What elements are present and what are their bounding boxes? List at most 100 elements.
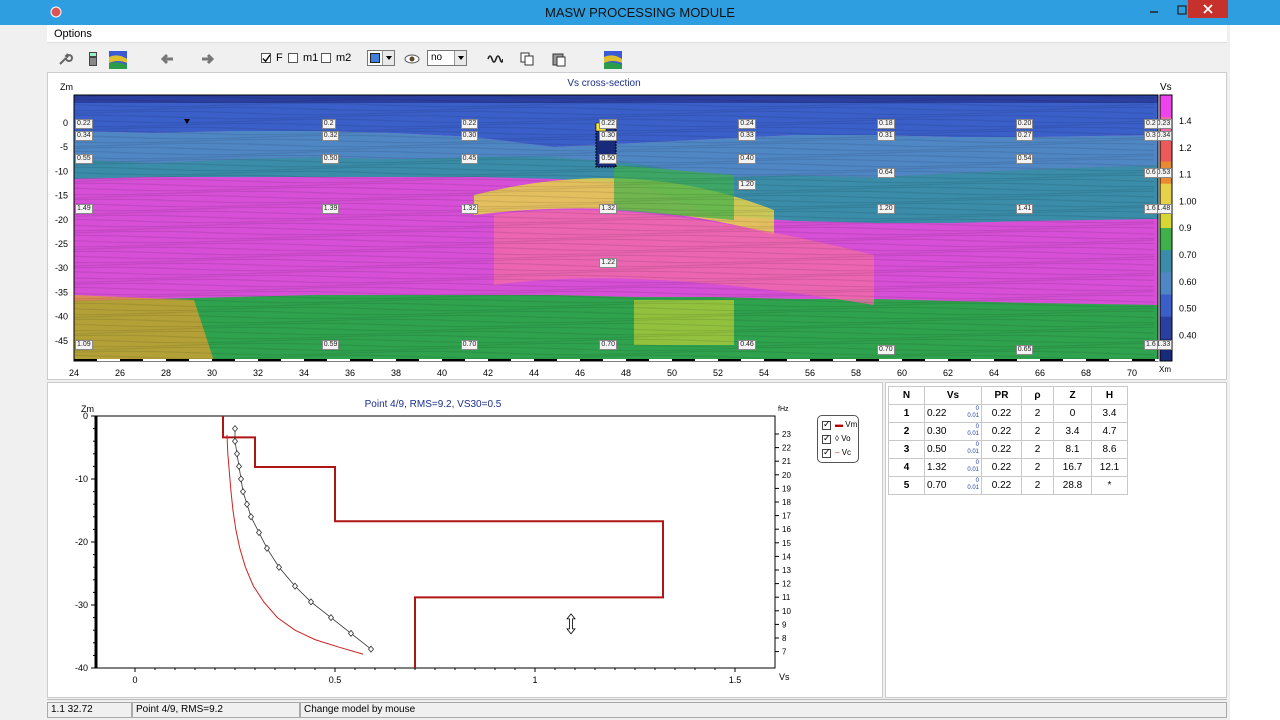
profile-freq-tick: 7 — [782, 648, 787, 657]
profile-title: Point 4/9, RMS=9.2, VS30=0.5 — [365, 399, 502, 410]
x-tick-label: 68 — [1081, 368, 1091, 378]
cell-z[interactable]: 8.1 — [1053, 440, 1092, 459]
cell-vs[interactable]: 0.30 0 0.01 — [924, 422, 982, 441]
series-vo-point — [237, 475, 245, 483]
view-select[interactable]: no — [427, 50, 467, 66]
cell-vs-error: 0 0.01 — [967, 406, 979, 419]
arrow-left-icon[interactable] — [160, 51, 176, 67]
cell-rho[interactable]: 2 — [1021, 458, 1054, 477]
x-tick-label: 24 — [69, 368, 79, 378]
maximize-button[interactable] — [1168, 0, 1196, 22]
x-tick-label: 32 — [253, 368, 263, 378]
cross-section-value-label: 0.30 — [460, 131, 479, 141]
cell-n: 2 — [888, 422, 925, 441]
checkbox-m2[interactable] — [321, 53, 331, 63]
wrench-icon[interactable] — [57, 51, 73, 67]
cell-pr[interactable]: 0.22 — [981, 476, 1022, 495]
cross-section-value-label: 1.20 — [877, 204, 895, 214]
cell-vs[interactable]: 0.70 0 0.01 — [924, 476, 982, 495]
calculator-icon[interactable] — [85, 51, 101, 67]
cell-rho[interactable]: 2 — [1021, 476, 1054, 495]
cell-z[interactable]: 16.7 — [1053, 458, 1092, 477]
cross-section-plot[interactable]: Vs cross-section Zm Vs Xm 0 -5 -10 -15 -20 -2… — [48, 73, 1226, 379]
checkbox-m1[interactable] — [288, 53, 298, 63]
x-tick-label: 26 — [115, 368, 125, 378]
table-row[interactable]: 2 0.30 0 0.01 0.22 2 3.4 4.7 — [888, 422, 1128, 441]
cross-section-value-label: 0.2 — [321, 119, 336, 129]
section-map-icon[interactable] — [109, 51, 127, 69]
cross-section-value-label: 0.22 — [599, 119, 618, 129]
cell-vs[interactable]: 1.32 0 0.01 — [924, 458, 982, 477]
profile-x-tick: 0 — [132, 675, 137, 685]
x-tick-label: 42 — [483, 368, 493, 378]
cell-pr[interactable]: 0.22 — [981, 404, 1022, 423]
series-vo-point — [291, 582, 299, 590]
cell-n: 5 — [888, 476, 925, 495]
legend-checkbox-vm[interactable] — [822, 419, 831, 430]
cell-h[interactable]: 12.1 — [1091, 458, 1128, 477]
table-row[interactable]: 1 0.22 0 0.01 0.22 2 0 3.4 — [888, 404, 1128, 423]
legend-checkbox-vo[interactable] — [822, 433, 831, 444]
cell-rho[interactable]: 2 — [1021, 440, 1054, 459]
cell-vs[interactable]: 0.22 0 0.01 — [924, 404, 982, 423]
series-vm-line[interactable] — [222, 416, 664, 668]
y-tick-label: -10 — [55, 166, 68, 176]
series-vo-point — [233, 450, 241, 458]
col-rho-header: ρ — [1021, 386, 1054, 405]
cell-rho[interactable]: 2 — [1021, 422, 1054, 441]
cross-section-value-label: 1.6 — [1144, 204, 1158, 214]
colorbar-tick-label: 1.2 — [1179, 143, 1192, 153]
cell-h[interactable]: 8.6 — [1091, 440, 1128, 459]
x-tick-label: 52 — [713, 368, 723, 378]
profile-plot[interactable]: Point 4/9, RMS=9.2, VS30=0.5 Zm Vs fHz 0… — [48, 383, 882, 697]
title-bar: MASW PROCESSING MODULE — [0, 0, 1280, 25]
close-button[interactable] — [1188, 0, 1228, 18]
y-tick-label: -45 — [55, 336, 68, 346]
col-z-header: Z — [1053, 386, 1092, 405]
color-select[interactable] — [367, 50, 395, 66]
table-row[interactable]: 3 0.50 0 0.01 0.22 2 8.1 8.6 — [888, 440, 1128, 459]
cell-z[interactable]: 0 — [1053, 404, 1092, 423]
cross-section-value-label: 0.59 — [321, 340, 340, 350]
cell-pr[interactable]: 0.22 — [981, 440, 1022, 459]
y-tick-label: 0 — [63, 118, 68, 128]
cell-rho[interactable]: 2 — [1021, 404, 1054, 423]
eye-icon[interactable] — [404, 51, 420, 67]
paste-icon[interactable] — [551, 51, 567, 67]
x-tick-label: 30 — [207, 368, 217, 378]
x-tick-label: 64 — [989, 368, 999, 378]
menu-options[interactable]: Options — [54, 28, 92, 40]
cell-h[interactable]: * — [1091, 476, 1128, 495]
cross-section-value-label: 1.41 — [1015, 204, 1034, 214]
profile-y-tick: -40 — [75, 663, 88, 673]
colorbar-tick-label: 0.50 — [1179, 304, 1197, 314]
cell-pr[interactable]: 0.22 — [981, 458, 1022, 477]
checkbox-f[interactable] — [261, 53, 271, 63]
cell-h[interactable]: 3.4 — [1091, 404, 1128, 423]
table-row[interactable]: 5 0.70 0 0.01 0.22 2 28.8 * — [888, 476, 1128, 495]
cross-section-value-label: 0.70 — [460, 340, 479, 350]
cross-section-value-label: 1.6 — [1144, 340, 1158, 350]
cell-vs[interactable]: 0.50 0 0.01 — [924, 440, 982, 459]
section-view-icon[interactable] — [604, 51, 622, 69]
cross-section-x-label: Xm — [1159, 365, 1171, 374]
cell-pr[interactable]: 0.22 — [981, 422, 1022, 441]
series-vo-point — [235, 462, 243, 471]
arrow-right-icon[interactable] — [199, 51, 215, 67]
chevron-down-icon — [382, 51, 394, 65]
wave-icon[interactable] — [487, 51, 503, 67]
cross-section-value-label: 0.50 — [321, 154, 340, 164]
cell-h[interactable]: 4.7 — [1091, 422, 1128, 441]
series-vo-point — [255, 528, 263, 537]
cell-z[interactable]: 28.8 — [1053, 476, 1092, 495]
profile-freq-tick: 23 — [782, 430, 791, 439]
table-row[interactable]: 4 1.32 0 0.01 0.22 2 16.7 12.1 — [888, 458, 1128, 477]
copy-icon[interactable] — [519, 51, 535, 67]
series-vo-point — [275, 563, 283, 571]
minimize-button[interactable] — [1140, 0, 1168, 22]
color-swatch — [370, 53, 380, 63]
cross-section-value-label: 1.49 — [75, 204, 93, 214]
legend-checkbox-vc[interactable] — [822, 447, 831, 458]
profile-freq-tick: 19 — [782, 484, 791, 493]
cell-z[interactable]: 3.4 — [1053, 422, 1092, 441]
